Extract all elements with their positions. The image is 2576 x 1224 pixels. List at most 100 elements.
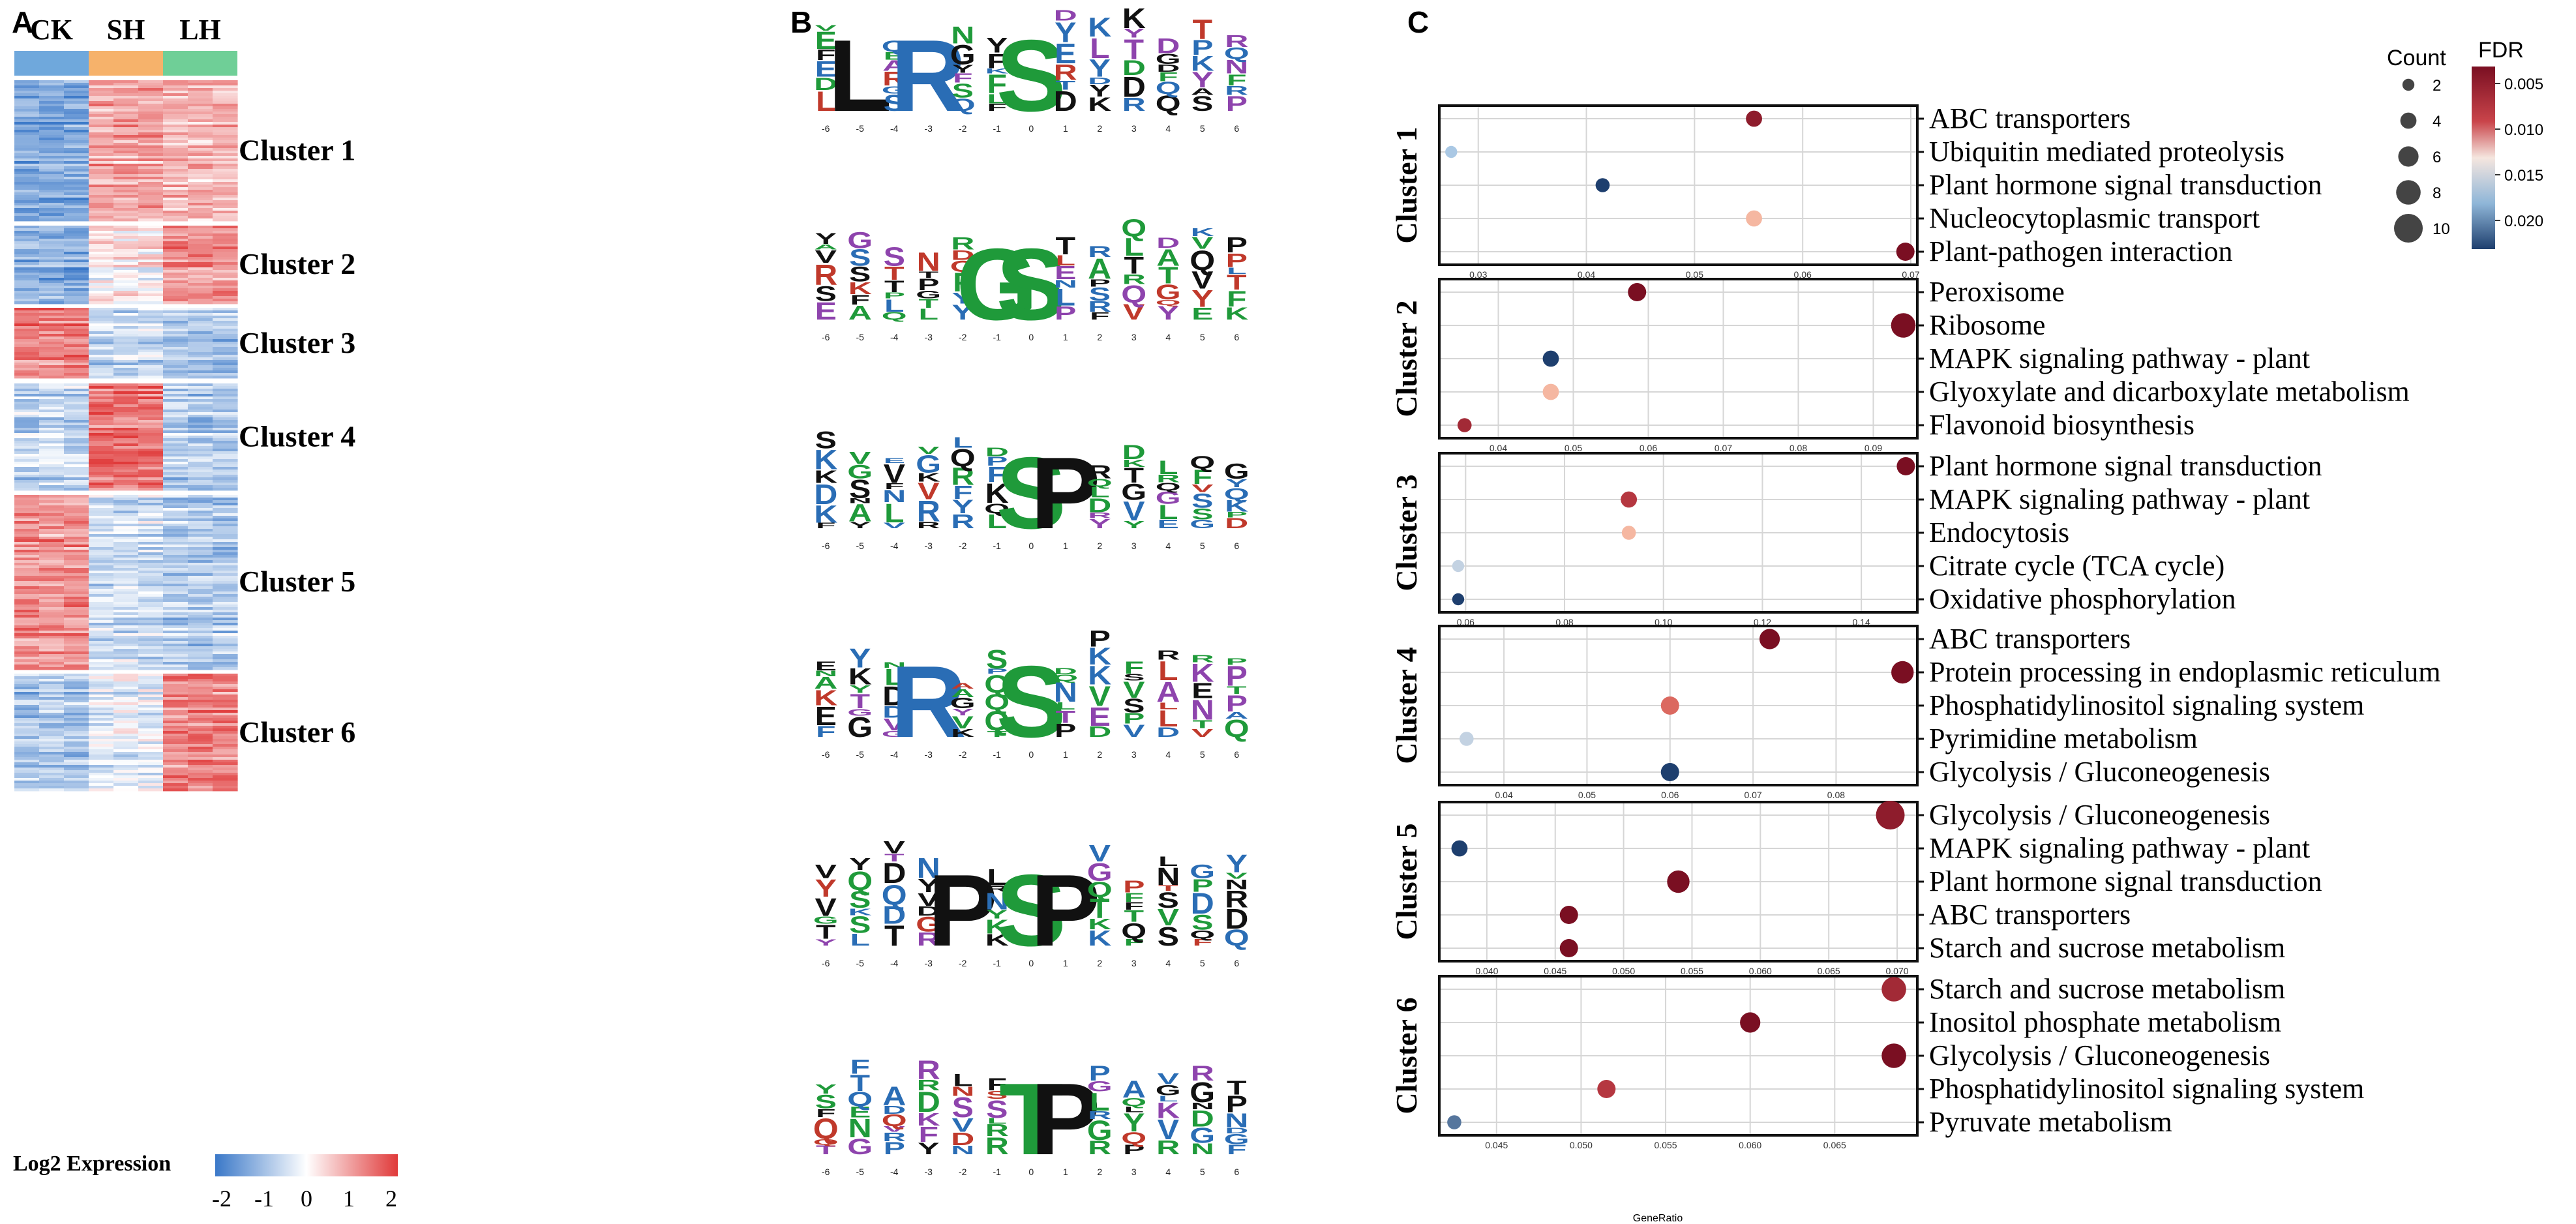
heatmap-cell [39, 726, 65, 729]
heatmap-cell [64, 233, 89, 237]
heatmap-cell [64, 631, 89, 634]
heatmap-cell [138, 518, 164, 522]
heatmap-cell [64, 513, 89, 516]
motif-position-tick: -1 [993, 749, 1002, 760]
motif-small-letter: K [1088, 916, 1111, 933]
heatmap-cell [163, 308, 188, 311]
heatmap-cell [188, 736, 213, 739]
motif-small-letter: Q [984, 690, 1010, 715]
heatmap-cell [64, 467, 89, 470]
heatmap-cell [89, 410, 114, 413]
heatmap-cell [14, 550, 40, 553]
heatmap-cell [188, 301, 213, 305]
heatmap-cell [213, 483, 238, 486]
heatmap-cell [113, 565, 139, 569]
heatmap-cell [138, 299, 164, 302]
motif-small-letter: V [1123, 678, 1145, 703]
heatmap-cell [213, 329, 238, 332]
motif-small-letter: E [815, 297, 837, 325]
motif-small-letter: K [814, 685, 837, 710]
heatmap-cell [163, 249, 188, 252]
heatmap-cell [213, 625, 238, 629]
heatmap-cell [188, 578, 213, 582]
heatmap-cell [89, 488, 114, 491]
heatmap-cell [64, 628, 89, 631]
motif-small-letter: Y [952, 301, 974, 324]
heatmap-cell [163, 389, 188, 392]
heatmap-cell [113, 781, 139, 784]
motif-small-letter: T [1055, 233, 1075, 260]
heatmap-cell [163, 744, 188, 747]
heatmap-cell [163, 262, 188, 265]
heatmap-cell [163, 623, 188, 626]
heatmap-cell [14, 462, 40, 465]
heatmap-cell [163, 783, 188, 786]
heatmap-cell [14, 657, 40, 660]
motif-small-letter: G [1156, 1082, 1181, 1099]
heatmap-cell [138, 446, 164, 449]
motif-small-letter: L [1158, 655, 1178, 686]
heatmap-cell [64, 228, 89, 231]
heatmap-cell [89, 500, 114, 503]
heatmap-cell [138, 464, 164, 468]
heatmap-cell [14, 249, 40, 252]
heatmap-cell [213, 500, 238, 503]
heatmap-cell [89, 631, 114, 634]
heatmap-cell [163, 293, 188, 297]
heatmap-cell [64, 773, 89, 776]
motif-small-letter: N [917, 247, 940, 277]
heatmap-cell [138, 187, 164, 190]
heatmap-cell [138, 293, 164, 297]
enrichment-dot [1667, 870, 1690, 893]
heatmap-cell [188, 597, 213, 600]
motif-small-letter: D [1088, 494, 1111, 516]
heatmap-cell [188, 728, 213, 732]
heatmap-cell [89, 454, 114, 457]
heatmap-cell [188, 331, 213, 335]
heatmap-cell [188, 547, 213, 550]
heatmap-cell [163, 283, 188, 286]
motif-small-letter: L [1124, 233, 1144, 261]
heatmap-cell [39, 260, 65, 263]
heatmap-cell [39, 633, 65, 636]
heatmap-cell [188, 257, 213, 260]
heatmap-cell [113, 164, 139, 167]
heatmap-cell [89, 326, 114, 329]
heatmap-cell [89, 770, 114, 773]
heatmap-cell [14, 500, 40, 503]
heatmap-cell [138, 438, 164, 441]
heatmap-cell [138, 190, 164, 193]
heatmap-cell [64, 140, 89, 143]
motif-small-letter: L [1158, 706, 1178, 732]
heatmap-cell [163, 370, 188, 374]
heatmap-cell [138, 211, 164, 214]
fdr-legend-label: 0.010 [2504, 121, 2543, 139]
heatmap-cell [213, 383, 238, 387]
heatmap-cell [213, 166, 238, 170]
heatmap-cell [14, 438, 40, 441]
heatmap-cell [188, 649, 213, 652]
heatmap-cell [39, 646, 65, 649]
heatmap-cell [113, 446, 139, 449]
heatmap-cell [113, 459, 139, 462]
heatmap-cell [188, 336, 213, 340]
motif-small-letter: F [987, 69, 1007, 99]
heatmap-cell [39, 537, 65, 540]
heatmap-cell [213, 475, 238, 478]
heatmap-cell [113, 119, 139, 123]
heatmap-cell [113, 441, 139, 444]
heatmap-cell [188, 684, 213, 687]
heatmap-cell [113, 158, 139, 162]
motif-small-letter: D [1156, 235, 1180, 252]
heatmap-cell [14, 475, 40, 478]
heatmap-cell [14, 718, 40, 721]
heatmap-cell [138, 713, 164, 716]
heatmap-cell [89, 762, 114, 766]
heatmap-cell [64, 336, 89, 340]
heatmap-cell [14, 91, 40, 94]
heatmap-cell [163, 420, 188, 423]
heatmap-cell [188, 679, 213, 682]
heatmap-cell [113, 198, 139, 201]
heatmap-cell [163, 365, 188, 368]
